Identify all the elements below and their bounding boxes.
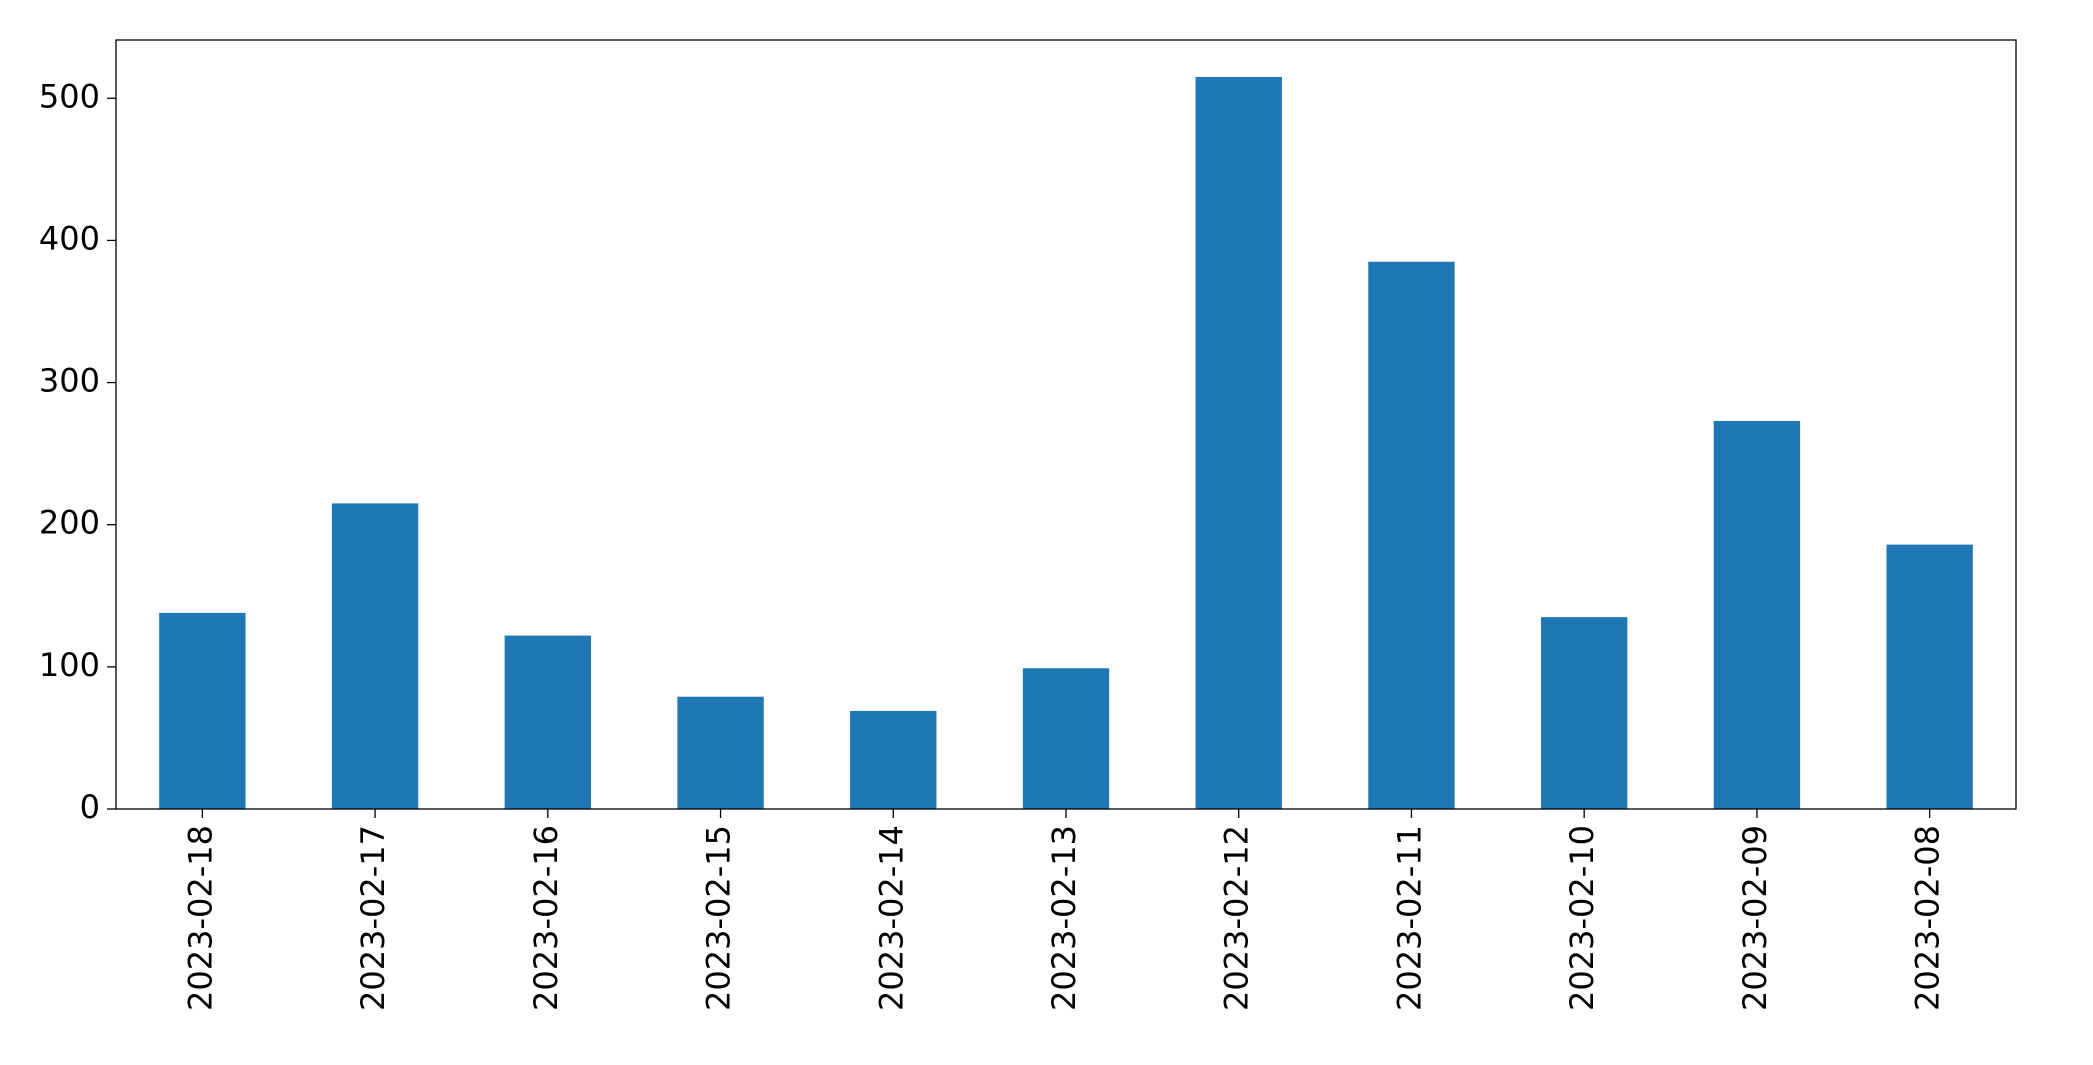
bar [850,710,937,809]
y-tick-label: 100 [39,646,100,684]
x-tick-label: 2023-02-09 [1736,825,1774,1011]
x-tick-label: 2023-02-12 [1218,825,1256,1011]
x-tick-label: 2023-02-13 [1045,825,1083,1011]
x-tick-label: 2023-02-11 [1390,825,1428,1011]
y-tick-label: 400 [39,219,100,257]
y-tick-label: 300 [39,362,100,400]
y-tick-label: 0 [80,788,100,826]
bar [1195,76,1282,809]
x-tick-label: 2023-02-17 [354,825,392,1011]
bar [159,612,246,809]
x-tick-label: 2023-02-16 [527,825,565,1011]
bar [1022,668,1110,809]
x-tick-label: 2023-02-18 [181,825,219,1011]
plot-frame [115,39,2017,810]
y-tick-label: 500 [39,77,100,115]
bar [1713,420,1801,809]
bar [1886,544,1973,809]
x-tick-label: 2023-02-15 [700,825,738,1011]
x-tick-label: 2023-02-10 [1563,825,1601,1011]
bar [1368,261,1455,810]
bar [504,635,591,809]
bar [677,696,764,809]
x-tick-label: 2023-02-14 [872,825,910,1011]
x-tick-label: 2023-02-08 [1909,825,1947,1011]
bar [1541,617,1628,809]
bar [331,503,419,809]
y-tick-label: 200 [39,504,100,542]
